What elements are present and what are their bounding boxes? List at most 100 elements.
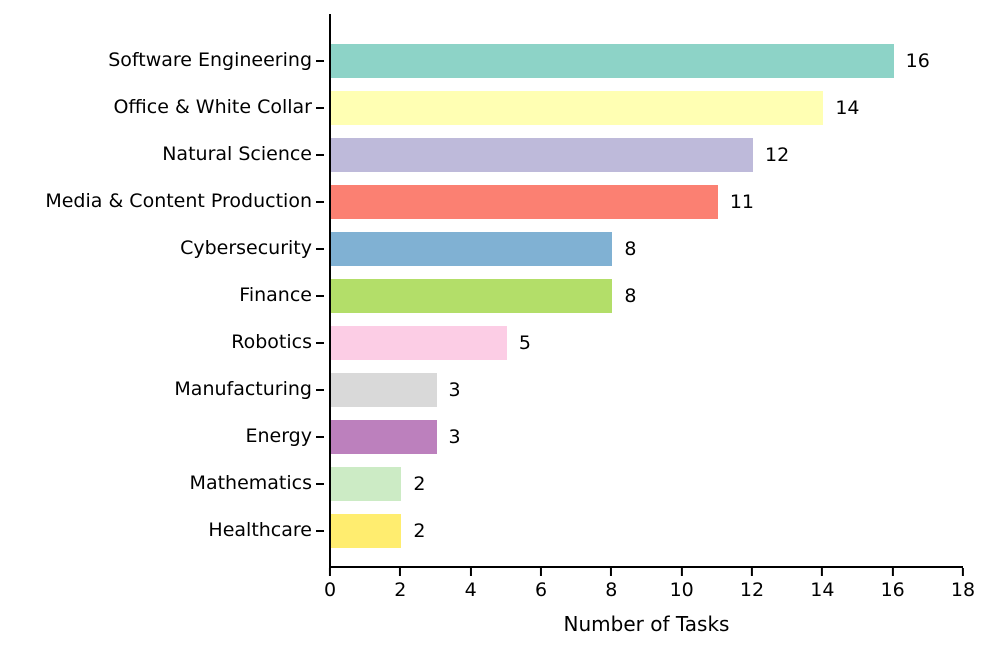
x-tick-mark [329, 568, 331, 576]
value-label: 2 [413, 519, 426, 542]
x-tick: 14 [810, 568, 834, 601]
value-label: 3 [448, 425, 461, 448]
category-label: Manufacturing [174, 378, 312, 401]
bar [331, 419, 437, 454]
bar-row: Finance 8 [0, 272, 995, 319]
bar-row: Media & Content Production 11 [0, 178, 995, 225]
x-axis-label: Number of Tasks [563, 612, 730, 636]
x-tick: 8 [605, 568, 617, 601]
x-tick-label: 8 [605, 579, 618, 601]
bar-row: Office & White Collar 14 [0, 84, 995, 131]
bar-area: 8 [331, 231, 964, 266]
y-tick-mark [316, 59, 324, 62]
x-tick-mark [680, 568, 683, 576]
value-label: 5 [518, 331, 531, 354]
bar [331, 184, 718, 219]
x-tick-mark [399, 568, 402, 576]
plot-area [329, 14, 963, 568]
x-tick-mark [962, 568, 964, 576]
y-tick-mark [316, 200, 324, 203]
y-tick-mark [316, 529, 324, 532]
bar-row: Manufacturing 3 [0, 366, 995, 413]
bar-area: 16 [331, 43, 964, 78]
category-label: Natural Science [162, 143, 312, 166]
x-tick-mark [610, 568, 613, 576]
y-tick-mark [316, 435, 324, 438]
value-label: 8 [624, 284, 637, 307]
category-label: Robotics [231, 331, 312, 354]
x-tick: 0 [324, 568, 336, 601]
x-tick-label: 4 [464, 579, 477, 601]
bar [331, 372, 437, 407]
value-label: 12 [765, 143, 790, 166]
y-tick-mark [316, 341, 324, 344]
y-tick-mark [316, 106, 324, 109]
y-tick-mark [316, 388, 324, 391]
value-label: 11 [729, 190, 755, 213]
y-tick-mark [316, 482, 324, 485]
x-tick-label: 12 [739, 579, 765, 601]
bar-row: Software Engineering 16 [0, 37, 995, 84]
bar-row: Healthcare 2 [0, 507, 995, 554]
bar-row: Mathematics 2 [0, 460, 995, 507]
y-tick-mark [316, 153, 324, 156]
x-tick-label: 10 [669, 579, 694, 601]
bar-area: 8 [331, 278, 964, 313]
bar-area: 12 [331, 137, 964, 172]
bar [331, 43, 894, 78]
category-label: Mathematics [189, 472, 312, 495]
value-label: 3 [448, 378, 461, 401]
bar [331, 231, 613, 266]
category-label: Energy [245, 425, 312, 448]
bar-area: 2 [331, 513, 964, 548]
y-tick-mark [316, 247, 324, 250]
bar-row: Natural Science 12 [0, 131, 995, 178]
bar-rows: Software Engineering 16 Office & White Col… [0, 37, 995, 554]
bar-row: Cybersecurity 8 [0, 225, 995, 272]
bar [331, 137, 753, 172]
value-label: 16 [905, 49, 930, 72]
x-tick-mark [821, 568, 824, 576]
category-label: Finance [239, 284, 312, 307]
bar-area: 3 [331, 419, 964, 454]
bar [331, 466, 402, 501]
x-tick: 6 [535, 568, 547, 601]
x-axis-ticks: 0 2 4 6 8 10 12 14 16 18 [324, 568, 975, 608]
category-label: Office & White Collar [113, 96, 312, 119]
x-tick: 4 [465, 568, 477, 601]
x-tick-mark [540, 568, 542, 576]
bar [331, 325, 507, 360]
category-label: Cybersecurity [180, 237, 312, 260]
x-tick-mark [469, 568, 472, 576]
bar [331, 90, 824, 125]
value-label: 2 [413, 472, 426, 495]
bar [331, 278, 613, 313]
x-tick-mark [751, 568, 753, 576]
bar-area: 5 [331, 325, 964, 360]
x-tick-label: 2 [394, 579, 407, 601]
x-tick: 16 [881, 568, 905, 601]
x-tick: 2 [394, 568, 406, 601]
x-tick: 18 [951, 568, 975, 601]
category-label: Media & Content Production [45, 190, 312, 213]
x-tick-label: 6 [534, 579, 548, 601]
bar [331, 513, 402, 548]
x-tick: 12 [740, 568, 764, 601]
x-tick-label: 18 [950, 579, 976, 601]
bar-area: 2 [331, 466, 964, 501]
x-tick: 10 [670, 568, 694, 601]
category-label: Software Engineering [108, 49, 312, 72]
x-tick-label: 16 [880, 579, 905, 601]
bar-area: 14 [331, 90, 964, 125]
y-tick-mark [316, 294, 324, 297]
x-tick-label: 0 [323, 579, 337, 601]
bar-area: 11 [331, 184, 964, 219]
value-label: 14 [835, 96, 860, 119]
bar-row: Energy 3 [0, 413, 995, 460]
bar-row: Robotics 5 [0, 319, 995, 366]
value-label: 8 [624, 237, 637, 260]
bar-area: 3 [331, 372, 964, 407]
x-tick-mark [891, 568, 894, 576]
x-tick-label: 14 [810, 579, 835, 601]
